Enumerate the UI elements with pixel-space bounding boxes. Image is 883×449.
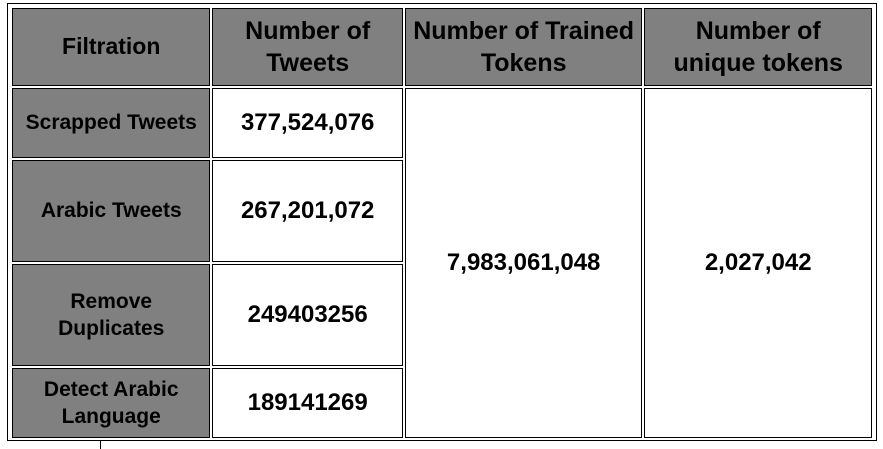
underline-tick: [100, 441, 101, 449]
header-number-of-tweets: Number of Tweets: [212, 8, 403, 86]
unique-tokens-cell: 2,027,042: [644, 88, 872, 438]
tweets-count-cell: 267,201,072: [212, 160, 403, 262]
header-row: Filtration Number of Tweets Number of Tr…: [12, 8, 872, 86]
trained-tokens-cell: 7,983,061,048: [404, 88, 643, 438]
row-label-detect-arabic-language: Detect Arabic Language: [12, 368, 211, 438]
tweets-count-cell: 189141269: [212, 368, 403, 438]
row-label-remove-duplicates: Remove Duplicates: [12, 264, 211, 366]
row-label-scrapped-tweets: Scrapped Tweets: [12, 88, 211, 158]
tweets-count-cell: 377,524,076: [212, 88, 403, 158]
header-number-of-trained-tokens: Number of Trained Tokens: [404, 8, 643, 86]
table-row: Arabic Tweets 267,201,072: [12, 160, 872, 262]
tweets-count-cell: 249403256: [212, 264, 403, 366]
header-filtration: Filtration: [12, 8, 211, 86]
table-row: Remove Duplicates 249403256: [12, 264, 872, 366]
table-row: Scrapped Tweets 377,524,076 7,983,061,04…: [12, 88, 872, 438]
table-row: Detect Arabic Language 189141269: [12, 368, 872, 438]
stats-table-frame: Filtration Number of Tweets Number of Tr…: [7, 3, 877, 441]
row-label-arabic-tweets: Arabic Tweets: [12, 160, 211, 262]
stats-table: Filtration Number of Tweets Number of Tr…: [10, 6, 874, 440]
header-number-of-unique-tokens: Number of unique tokens: [644, 8, 872, 86]
